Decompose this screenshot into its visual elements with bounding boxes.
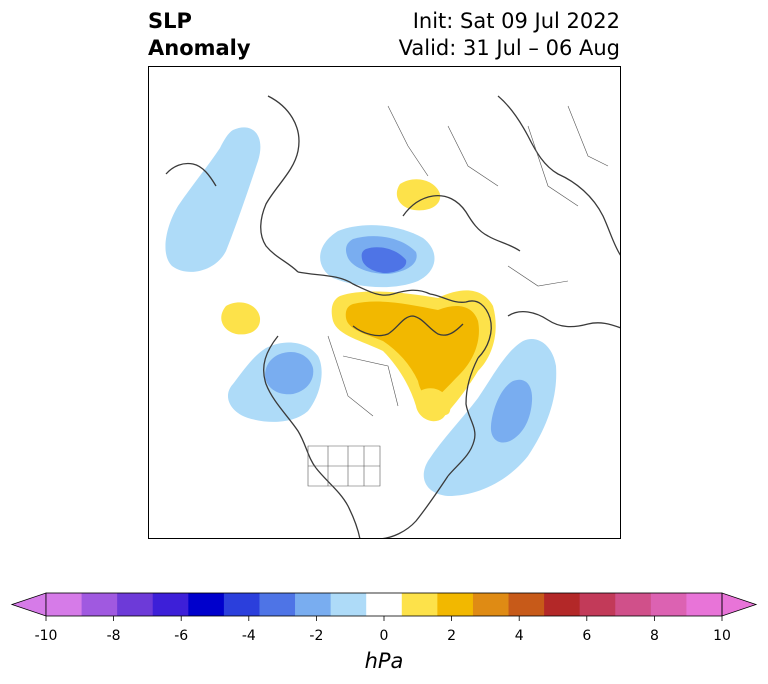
colorbar-segment [259,593,296,616]
anomaly-neg-atlantic-mid [490,379,533,443]
colorbar-tick-label: -4 [242,628,256,644]
anomaly-neg-siberia-dark [361,247,407,273]
colorbar-segment [650,593,687,616]
map-frame [148,66,621,539]
anomaly-neg-pacific-west [165,127,261,272]
slp-anomaly-map [148,66,621,539]
colorbar-ticks: -10 -8 -6 -4 -2 0 2 4 6 8 10 [35,616,731,644]
colorbar-tick-label: 8 [650,628,659,644]
colorbar-tick-label: 6 [582,628,591,644]
colorbar-segment [188,593,225,616]
colorbar-tick-label: -2 [309,628,323,644]
colorbar-segments [10,592,758,617]
colorbar-tick-label: -10 [35,628,58,644]
anomaly-neg-atlantic-light [423,338,557,496]
colorbar-over-arrow [721,592,758,617]
anomaly-pos-labrador [419,388,451,416]
anomaly-neg-gulf-alaska-mid [265,351,314,395]
political-boundaries [307,105,609,487]
colorbar-segment [686,593,723,616]
colorbar-tick-label: 10 [713,628,731,644]
colorbar-segment [437,593,474,616]
anomaly-pos-arctic-mid [345,301,479,400]
title-anomaly: Anomaly [148,36,251,60]
colorbar-segment [330,593,367,616]
anomaly-pos-east-asia [396,179,441,211]
colorbar-segment [117,593,154,616]
colorbar-segment [295,593,332,616]
title-right: Init: Sat 09 Jul 2022 Valid: 31 Jul – 06… [399,8,620,62]
colorbar-tick-label: 4 [515,628,524,644]
colorbar-segment [508,593,545,616]
colorbar-segment [544,593,581,616]
coastlines [165,95,621,539]
anomaly-pos-alaska [221,302,261,335]
colorbar-tick-label: -8 [107,628,121,644]
title-slp: SLP [148,9,192,33]
colorbar-segment [579,593,616,616]
colorbar-segment [46,593,82,616]
colorbar-under-arrow [10,592,47,617]
title-left: SLP Anomaly [148,8,251,62]
colorbar-segment [401,593,438,616]
colorbar-segment [223,593,260,616]
colorbar-unit-label: hPa [365,649,404,673]
colorbar-segment [366,593,403,616]
colorbar-tick-label: 2 [447,628,456,644]
title-init-date: Init: Sat 09 Jul 2022 [412,9,620,33]
colorbar-tick-label: -6 [174,628,188,644]
colorbar-segment [472,593,509,616]
colorbar-segment [152,593,189,616]
colorbar-segment [615,593,652,616]
colorbar-tick-label: 0 [380,628,389,644]
colorbar: -10 -8 -6 -4 -2 0 2 4 6 8 10 hPa [10,592,758,673]
title-valid-range: Valid: 31 Jul – 06 Aug [398,36,620,60]
colorbar-segment [81,593,118,616]
